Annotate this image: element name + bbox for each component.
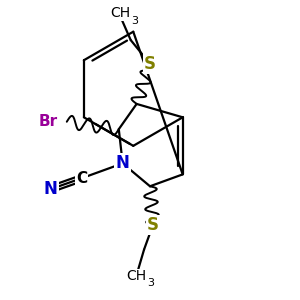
Text: Br: Br xyxy=(39,114,58,129)
Text: S: S xyxy=(147,216,159,234)
Text: CH: CH xyxy=(110,6,130,20)
Text: N: N xyxy=(44,180,57,198)
Text: 3: 3 xyxy=(147,278,154,288)
Text: C: C xyxy=(76,171,87,186)
Text: S: S xyxy=(144,55,156,73)
Text: N: N xyxy=(116,154,130,172)
Text: 3: 3 xyxy=(131,16,138,26)
Text: CH: CH xyxy=(127,269,147,283)
